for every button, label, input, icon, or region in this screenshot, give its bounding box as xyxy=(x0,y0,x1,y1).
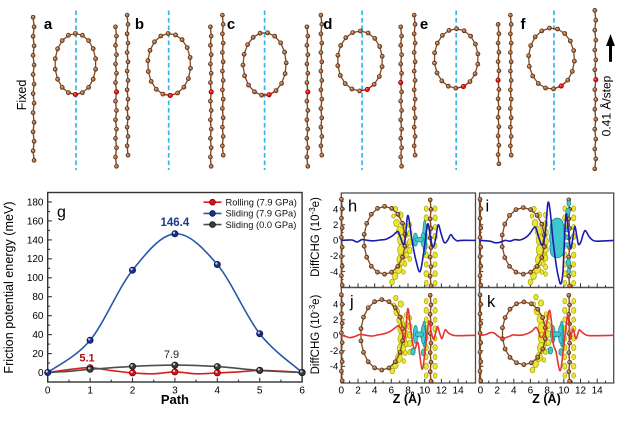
svg-text:DiffCHG (10-3e): DiffCHG (10-3e) xyxy=(308,197,322,277)
svg-text:h: h xyxy=(348,198,357,216)
svg-text:10: 10 xyxy=(558,386,570,397)
svg-text:2: 2 xyxy=(494,386,500,397)
svg-text:120: 120 xyxy=(27,254,44,265)
svg-text:DiffCHG (10-3e): DiffCHG (10-3e) xyxy=(308,294,322,374)
svg-text:40: 40 xyxy=(32,330,44,341)
svg-text:e: e xyxy=(420,16,428,33)
svg-text:0: 0 xyxy=(333,236,338,247)
svg-text:i: i xyxy=(486,198,490,216)
svg-text:2: 2 xyxy=(333,220,338,231)
svg-text:4: 4 xyxy=(372,386,378,397)
svg-text:Sliding (0.0 GPa): Sliding (0.0 GPa) xyxy=(226,220,297,230)
svg-text:8: 8 xyxy=(405,386,411,397)
svg-text:14: 14 xyxy=(592,386,604,397)
svg-text:4: 4 xyxy=(215,386,221,397)
svg-text:60: 60 xyxy=(32,311,44,322)
svg-text:2: 2 xyxy=(355,386,361,397)
svg-text:-2: -2 xyxy=(330,251,338,262)
svg-text:80: 80 xyxy=(32,292,44,303)
svg-text:k: k xyxy=(487,293,496,311)
svg-text:Sliding (7.9 GPa): Sliding (7.9 GPa) xyxy=(226,209,297,219)
svg-text:5: 5 xyxy=(257,386,263,397)
svg-text:0: 0 xyxy=(333,331,338,342)
svg-text:-4: -4 xyxy=(330,362,338,373)
svg-text:d: d xyxy=(323,16,332,33)
svg-text:4: 4 xyxy=(511,386,517,397)
svg-text:12: 12 xyxy=(436,386,448,397)
svg-text:6: 6 xyxy=(528,386,534,397)
svg-text:180: 180 xyxy=(27,197,44,208)
svg-text:6: 6 xyxy=(299,386,305,397)
svg-text:14: 14 xyxy=(453,386,465,397)
svg-text:a: a xyxy=(44,16,53,33)
svg-text:0: 0 xyxy=(45,386,51,397)
svg-text:Path: Path xyxy=(161,392,189,407)
svg-text:3: 3 xyxy=(172,386,178,397)
svg-text:4: 4 xyxy=(333,204,338,215)
svg-text:6: 6 xyxy=(389,386,395,397)
svg-text:100: 100 xyxy=(27,273,44,284)
svg-text:b: b xyxy=(135,16,144,33)
svg-text:140: 140 xyxy=(27,235,44,246)
svg-text:Friction potential energy (meV: Friction potential energy (meV) xyxy=(2,201,16,373)
svg-text:Z (Å): Z (Å) xyxy=(393,391,421,406)
svg-text:0.41 Å/step: 0.41 Å/step xyxy=(599,75,614,136)
svg-text:146.4: 146.4 xyxy=(161,217,190,229)
svg-text:160: 160 xyxy=(27,216,44,227)
svg-text:20: 20 xyxy=(32,349,44,360)
svg-text:-4: -4 xyxy=(330,267,338,278)
svg-text:0: 0 xyxy=(339,386,345,397)
svg-text:j: j xyxy=(349,293,354,311)
svg-text:4: 4 xyxy=(333,300,338,311)
svg-text:1: 1 xyxy=(87,386,93,397)
svg-text:10: 10 xyxy=(419,386,431,397)
svg-text:2: 2 xyxy=(333,315,338,326)
svg-text:-2: -2 xyxy=(330,346,338,357)
svg-text:f: f xyxy=(521,16,527,33)
svg-text:0: 0 xyxy=(38,368,44,379)
svg-text:5.1: 5.1 xyxy=(79,353,94,365)
svg-text:2: 2 xyxy=(130,386,136,397)
svg-text:12: 12 xyxy=(575,386,587,397)
svg-text:Z (Å): Z (Å) xyxy=(532,391,560,406)
svg-text:c: c xyxy=(227,16,235,33)
svg-text:Rolling (7.9 GPa): Rolling (7.9 GPa) xyxy=(226,198,297,208)
svg-text:g: g xyxy=(57,204,66,221)
svg-text:7.9: 7.9 xyxy=(164,349,179,361)
svg-text:Fixed: Fixed xyxy=(15,80,29,111)
svg-text:0: 0 xyxy=(478,386,484,397)
svg-text:8: 8 xyxy=(544,386,550,397)
